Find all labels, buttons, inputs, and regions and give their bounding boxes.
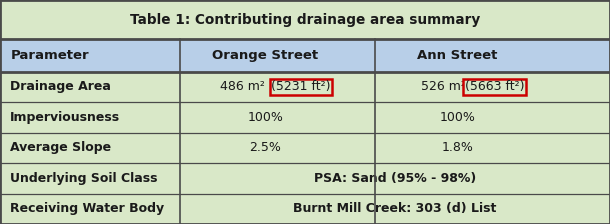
Bar [0,133,610,163]
Text: (5663 ft²): (5663 ft²) [465,80,525,93]
Bar [0,102,610,133]
Text: 2.5%: 2.5% [249,141,281,154]
Bar [0,39,610,72]
Text: 1.8%: 1.8% [442,141,473,154]
Text: Imperviousness: Imperviousness [10,111,121,124]
Text: Parameter: Parameter [10,49,89,62]
Text: PSA: Sand (95% - 98%): PSA: Sand (95% - 98%) [314,172,476,185]
Text: 486 m²: 486 m² [220,80,265,93]
Bar [0,163,610,194]
Text: Ann Street: Ann Street [417,49,498,62]
Text: 100%: 100% [440,111,475,124]
Bar [0,0,610,39]
Text: Average Slope: Average Slope [10,141,112,154]
Text: Orange Street: Orange Street [212,49,318,62]
Text: Underlying Soil Class: Underlying Soil Class [10,172,158,185]
Text: 100%: 100% [248,111,283,124]
Text: 526 m²: 526 m² [421,80,466,93]
Bar [0,194,610,224]
Text: Receiving Water Body: Receiving Water Body [10,202,165,215]
Text: (5231 ft²): (5231 ft²) [271,80,331,93]
Text: Table 1: Contributing drainage area summary: Table 1: Contributing drainage area summ… [130,13,480,27]
Text: Burnt Mill Creek: 303 (d) List: Burnt Mill Creek: 303 (d) List [293,202,497,215]
Text: Drainage Area: Drainage Area [10,80,111,93]
Bar [0,72,610,102]
